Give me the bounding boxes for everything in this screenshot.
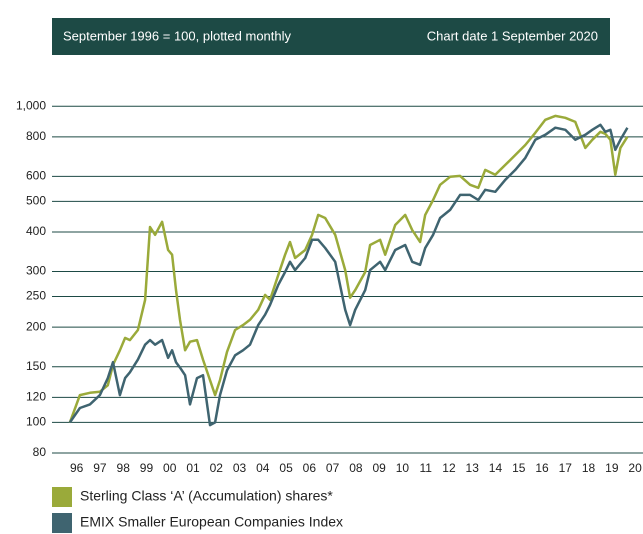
x-tick-label: 12 xyxy=(442,461,456,475)
y-tick-label: 150 xyxy=(26,359,46,373)
y-tick-label: 200 xyxy=(26,319,46,333)
y-tick-label: 300 xyxy=(26,264,46,278)
x-tick-label: 11 xyxy=(419,461,432,475)
x-tick-label: 13 xyxy=(466,461,480,475)
legend-label: EMIX Smaller European Companies Index xyxy=(80,514,343,530)
chart-note: Chart date 1 September 2020 xyxy=(427,28,598,43)
legend-swatch xyxy=(52,487,72,507)
x-tick-label: 96 xyxy=(70,461,84,475)
y-tick-label: 100 xyxy=(26,415,46,429)
y-tick-label: 400 xyxy=(26,224,46,238)
x-tick-label: 14 xyxy=(489,461,503,475)
series-line xyxy=(68,123,629,427)
x-tick-label: 98 xyxy=(117,461,131,475)
legend-label: Sterling Class ‘A’ (Accumulation) shares… xyxy=(80,488,333,504)
x-tick-label: 01 xyxy=(186,461,200,475)
y-tick-label: 1,000 xyxy=(16,98,46,112)
x-tick-label: 00 xyxy=(163,461,177,475)
x-tick-label: 16 xyxy=(535,461,549,475)
y-tick-label: 250 xyxy=(26,289,46,303)
x-tick-label: 08 xyxy=(349,461,363,475)
y-tick-label: 800 xyxy=(26,129,46,143)
y-tick-label: 500 xyxy=(26,194,46,208)
y-tick-label: 80 xyxy=(33,445,47,459)
x-tick-label: 04 xyxy=(256,461,270,475)
header-bar xyxy=(52,18,610,55)
x-tick-label: 10 xyxy=(396,461,410,475)
series-line xyxy=(68,114,629,423)
legend-swatch xyxy=(52,513,72,533)
x-tick-label: 17 xyxy=(559,461,573,475)
x-tick-label: 20 xyxy=(628,461,642,475)
x-tick-label: 99 xyxy=(140,461,154,475)
x-tick-label: 07 xyxy=(326,461,340,475)
y-tick-label: 600 xyxy=(26,169,46,183)
x-tick-label: 97 xyxy=(93,461,107,475)
x-tick-label: 02 xyxy=(210,461,224,475)
x-tick-label: 15 xyxy=(512,461,526,475)
x-tick-label: 19 xyxy=(605,461,619,475)
x-tick-label: 06 xyxy=(303,461,317,475)
chart-subtitle: September 1996 = 100, plotted monthly xyxy=(63,28,292,43)
x-tick-label: 18 xyxy=(582,461,596,475)
x-tick-label: 09 xyxy=(372,461,386,475)
y-tick-label: 120 xyxy=(26,389,46,403)
x-tick-label: 03 xyxy=(233,461,247,475)
x-tick-label: 05 xyxy=(279,461,293,475)
